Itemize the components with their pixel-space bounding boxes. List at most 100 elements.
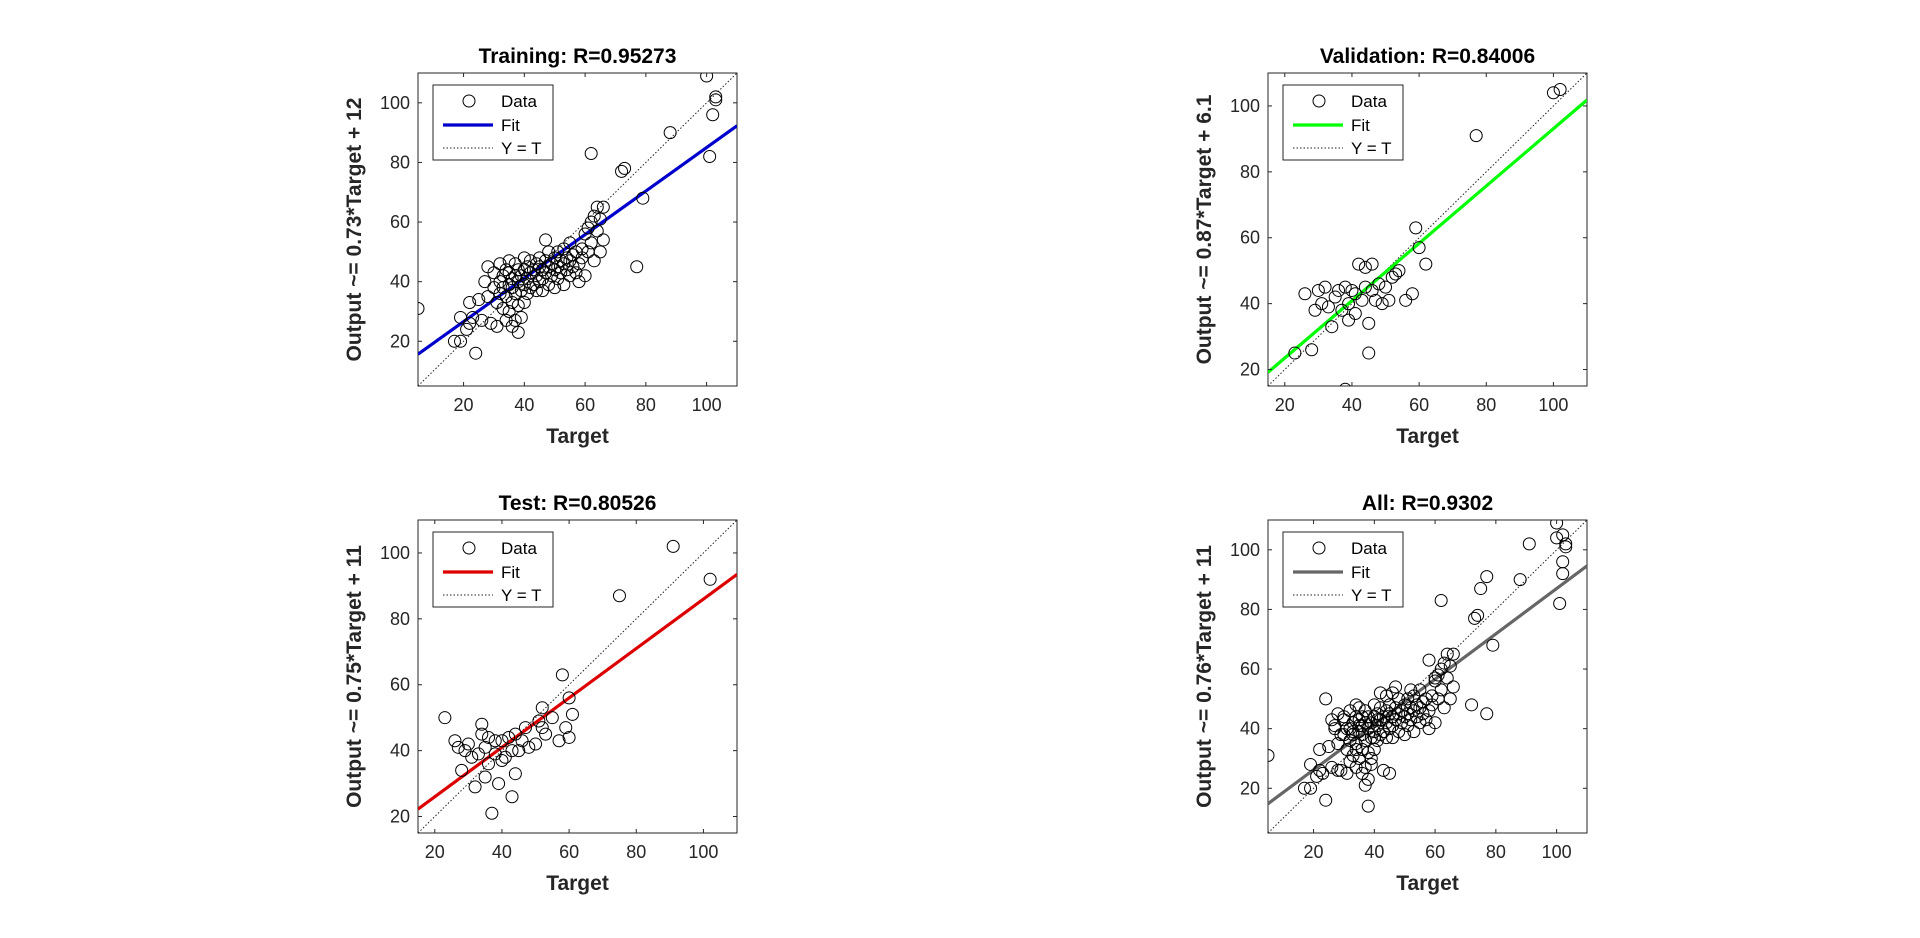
data-point — [1383, 722, 1397, 736]
data-point — [523, 281, 537, 295]
data-point — [1370, 713, 1384, 727]
data-point — [1358, 260, 1372, 274]
chart-title: Validation: R=0.84006 — [1320, 45, 1535, 68]
data-point — [575, 242, 589, 256]
legend-label: Data — [1351, 92, 1387, 111]
data-point — [1325, 320, 1339, 334]
x-tick-label: 20 — [454, 395, 474, 415]
data-point — [1465, 698, 1479, 712]
data-point — [1268, 748, 1275, 762]
x-tick-label: 60 — [559, 842, 579, 862]
x-tick-label: 100 — [1538, 395, 1568, 415]
legend-label: Fit — [1351, 563, 1370, 582]
data-point — [587, 209, 601, 223]
data-point — [1355, 719, 1369, 733]
x-tick-label: 20 — [425, 842, 445, 862]
data-point — [703, 572, 717, 586]
data-point — [517, 251, 531, 265]
data-point — [505, 744, 519, 758]
data-point — [447, 334, 461, 348]
data-point — [1556, 528, 1570, 542]
data-point — [463, 296, 477, 310]
data-point — [522, 740, 536, 754]
chart-title: All: R=0.9302 — [1362, 492, 1493, 515]
data-point — [1405, 287, 1419, 301]
data-point — [1434, 593, 1448, 607]
data-point — [490, 319, 504, 333]
data-point — [1480, 570, 1494, 584]
data-point — [539, 727, 553, 741]
data-point — [1358, 760, 1372, 774]
data-point — [1313, 763, 1327, 777]
data-point — [1335, 303, 1349, 317]
data-point — [1559, 537, 1573, 551]
legend-label: Data — [501, 539, 537, 558]
data-point — [488, 747, 502, 761]
data-point — [1404, 683, 1418, 697]
data-point — [596, 200, 610, 214]
legend-label: Fit — [1351, 116, 1370, 135]
data-point — [1338, 280, 1352, 294]
data-point — [448, 734, 462, 748]
data-point — [1469, 129, 1483, 143]
data-point — [1468, 611, 1482, 625]
data-point — [523, 254, 537, 268]
data-point — [1422, 704, 1436, 718]
data-point — [1383, 698, 1397, 712]
data-point — [1412, 241, 1426, 255]
data-point — [1343, 722, 1357, 736]
data-point — [1346, 748, 1360, 762]
data-point — [471, 747, 485, 761]
data-point — [539, 254, 553, 268]
data-point — [1383, 766, 1397, 780]
data-point — [495, 734, 509, 748]
data-point — [1428, 674, 1442, 688]
y-tick-label: 80 — [1240, 599, 1260, 619]
data-point — [478, 740, 492, 754]
y-tick-label: 20 — [1240, 778, 1260, 798]
data-point — [1389, 680, 1403, 694]
data-point — [451, 740, 465, 754]
y-tick-label: 80 — [390, 609, 410, 629]
data-point — [551, 260, 565, 274]
data-point — [1319, 692, 1333, 706]
x-tick-label: 60 — [1409, 395, 1429, 415]
data-point — [1410, 698, 1424, 712]
data-point — [505, 272, 519, 286]
legend-data-marker — [1312, 94, 1326, 108]
data-point — [1352, 719, 1366, 733]
data-point — [584, 146, 598, 160]
chart-title: Test: R=0.80526 — [499, 492, 657, 515]
data-point — [1409, 221, 1423, 235]
data-point — [569, 266, 583, 280]
data-point — [1486, 638, 1500, 652]
data-point — [1434, 683, 1448, 697]
data-point — [481, 290, 495, 304]
data-point — [438, 711, 452, 725]
data-point — [1413, 701, 1427, 715]
data-point — [511, 325, 525, 339]
data-point — [1349, 743, 1363, 757]
fit-line — [1268, 98, 1587, 374]
data-point — [552, 734, 566, 748]
data-point — [1297, 781, 1311, 795]
data-point — [1348, 307, 1362, 321]
data-point — [502, 254, 516, 268]
data-point — [1311, 283, 1325, 297]
y-tick-label: 80 — [390, 152, 410, 172]
data-point — [535, 701, 549, 715]
data-point — [554, 254, 568, 268]
data-point — [1370, 734, 1384, 748]
data-point — [1364, 757, 1378, 771]
data-point — [1401, 707, 1415, 721]
legend-label: Y = T — [501, 586, 541, 605]
chart-panel-1: 20 40 60 80 100 20 40 60 80 100 Training: R=0.9527… — [343, 45, 738, 448]
x-axis-label: Target — [546, 872, 609, 895]
data-point — [1550, 531, 1564, 545]
data-point — [492, 777, 506, 791]
y-tick-label: 20 — [390, 331, 410, 351]
data-point — [517, 278, 531, 292]
x-tick-label: 60 — [1425, 842, 1445, 862]
data-point — [1392, 707, 1406, 721]
data-point — [615, 164, 629, 178]
